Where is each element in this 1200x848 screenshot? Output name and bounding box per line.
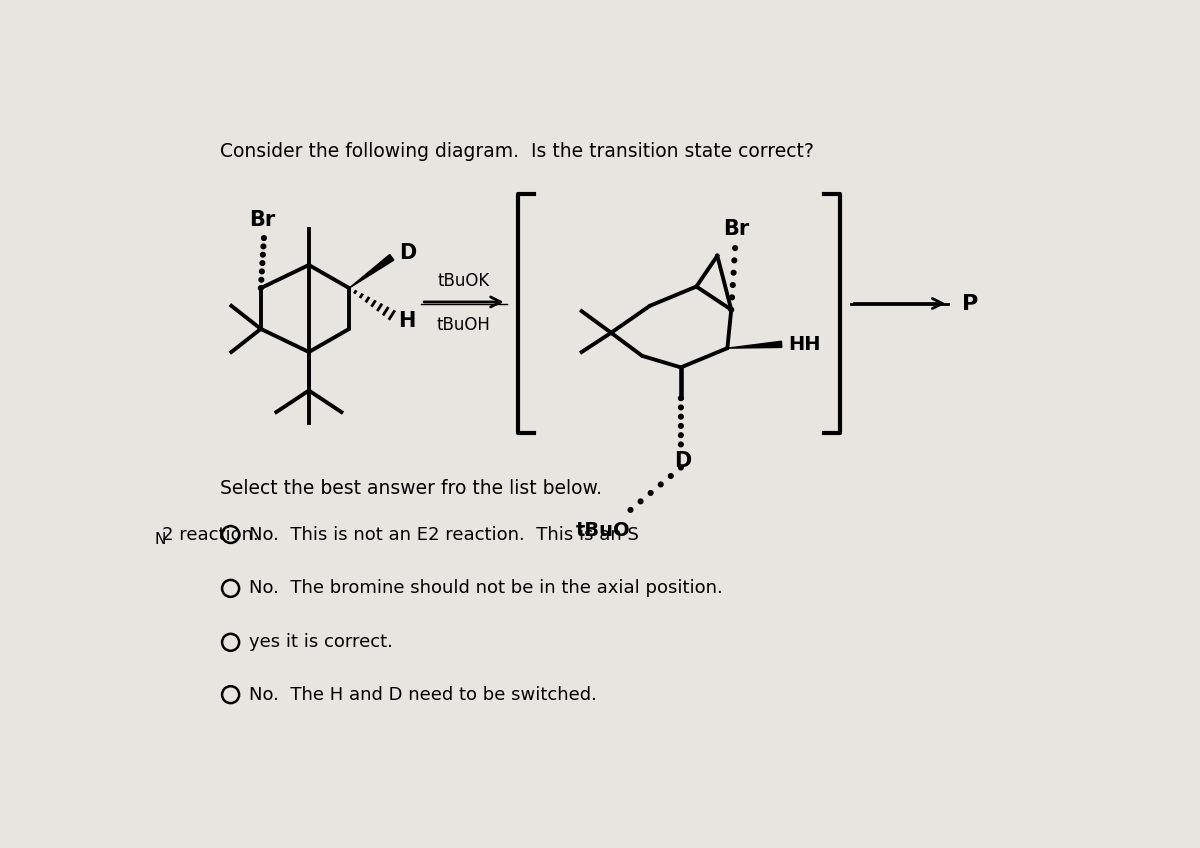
Text: H: H xyxy=(398,311,415,332)
Circle shape xyxy=(678,415,683,419)
Text: No.  The H and D need to be switched.: No. The H and D need to be switched. xyxy=(250,686,598,704)
Circle shape xyxy=(638,499,643,504)
Circle shape xyxy=(678,442,683,447)
Circle shape xyxy=(678,432,683,438)
Text: N: N xyxy=(155,533,167,548)
Text: No.  The bromine should not be in the axial position.: No. The bromine should not be in the axi… xyxy=(250,579,722,597)
Circle shape xyxy=(731,282,736,287)
Circle shape xyxy=(659,483,664,487)
Text: tBuOH: tBuOH xyxy=(437,315,491,334)
Circle shape xyxy=(731,271,736,275)
Text: 2 reaction.: 2 reaction. xyxy=(162,526,259,544)
Circle shape xyxy=(260,261,265,265)
Circle shape xyxy=(728,307,733,312)
Circle shape xyxy=(628,508,632,512)
Circle shape xyxy=(678,466,683,470)
Text: Consider the following diagram.  Is the transition state correct?: Consider the following diagram. Is the t… xyxy=(220,142,814,161)
Text: Br: Br xyxy=(724,219,750,239)
Text: yes it is correct.: yes it is correct. xyxy=(250,633,394,651)
Polygon shape xyxy=(727,341,782,349)
Circle shape xyxy=(678,396,683,400)
Text: Br: Br xyxy=(250,210,276,231)
Circle shape xyxy=(259,269,264,274)
Circle shape xyxy=(678,405,683,410)
Circle shape xyxy=(730,295,734,299)
Text: HH: HH xyxy=(788,335,821,354)
Circle shape xyxy=(262,244,265,248)
Text: Select the best answer fro the list below.: Select the best answer fro the list belo… xyxy=(220,479,601,498)
Circle shape xyxy=(678,424,683,428)
Circle shape xyxy=(260,253,265,257)
Text: No.  This is not an E2 reaction.  This is an S: No. This is not an E2 reaction. This is … xyxy=(250,526,640,544)
Text: D: D xyxy=(400,243,416,264)
Circle shape xyxy=(648,491,653,495)
Text: tBuOK: tBuOK xyxy=(438,271,490,290)
Text: tBuO: tBuO xyxy=(576,522,631,540)
Circle shape xyxy=(668,474,673,478)
Circle shape xyxy=(258,286,263,290)
Circle shape xyxy=(259,277,264,282)
Polygon shape xyxy=(349,254,394,288)
Circle shape xyxy=(262,236,266,240)
Text: D: D xyxy=(674,450,692,471)
Circle shape xyxy=(733,246,738,250)
Circle shape xyxy=(732,258,737,263)
Text: P: P xyxy=(962,293,978,314)
